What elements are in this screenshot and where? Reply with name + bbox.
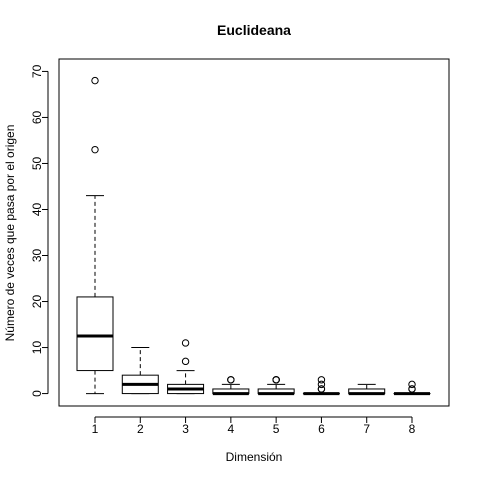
x-tick-label: 2 [137,422,144,436]
box-8 [394,381,430,393]
outlier-point [228,377,234,383]
outlier-point [92,146,98,152]
box-5 [258,377,294,394]
x-axis-label: Dimensión [226,450,283,464]
box-6 [303,377,339,394]
x-tick-label: 7 [363,422,370,436]
x-tick-label: 4 [228,422,235,436]
boxes [77,77,430,393]
y-axis: 0 10 20 30 40 50 60 70 [30,64,48,396]
y-tick-label: 60 [30,110,44,124]
plot-frame [59,59,449,406]
y-axis-label: Número de veces que pasa por el origen [3,125,17,342]
outlier-point [182,340,188,346]
y-tick-label: 30 [30,249,44,263]
box-iqr [77,297,113,371]
y-tick-label: 70 [30,64,44,78]
y-tick-label: 10 [30,341,44,355]
y-tick-label: 40 [30,202,44,216]
box-4 [213,377,249,394]
y-tick-label: 0 [30,390,44,397]
outlier-point [409,381,415,387]
box-2 [122,348,158,394]
y-tick-label: 20 [30,295,44,309]
box-3 [168,340,204,394]
box-1 [77,77,113,393]
x-tick-label: 3 [182,422,189,436]
x-tick-label: 1 [92,422,99,436]
outlier-point [182,358,188,364]
x-axis: 1 2 3 4 5 6 7 8 [92,417,416,436]
box-7 [349,384,385,393]
y-tick-label: 50 [30,156,44,170]
outlier-point [318,377,324,383]
x-tick-label: 5 [273,422,280,436]
x-tick-label: 6 [318,422,325,436]
chart-title: Euclideana [217,22,291,38]
outlier-point [92,77,98,83]
x-tick-label: 8 [409,422,416,436]
outlier-point [273,377,279,383]
